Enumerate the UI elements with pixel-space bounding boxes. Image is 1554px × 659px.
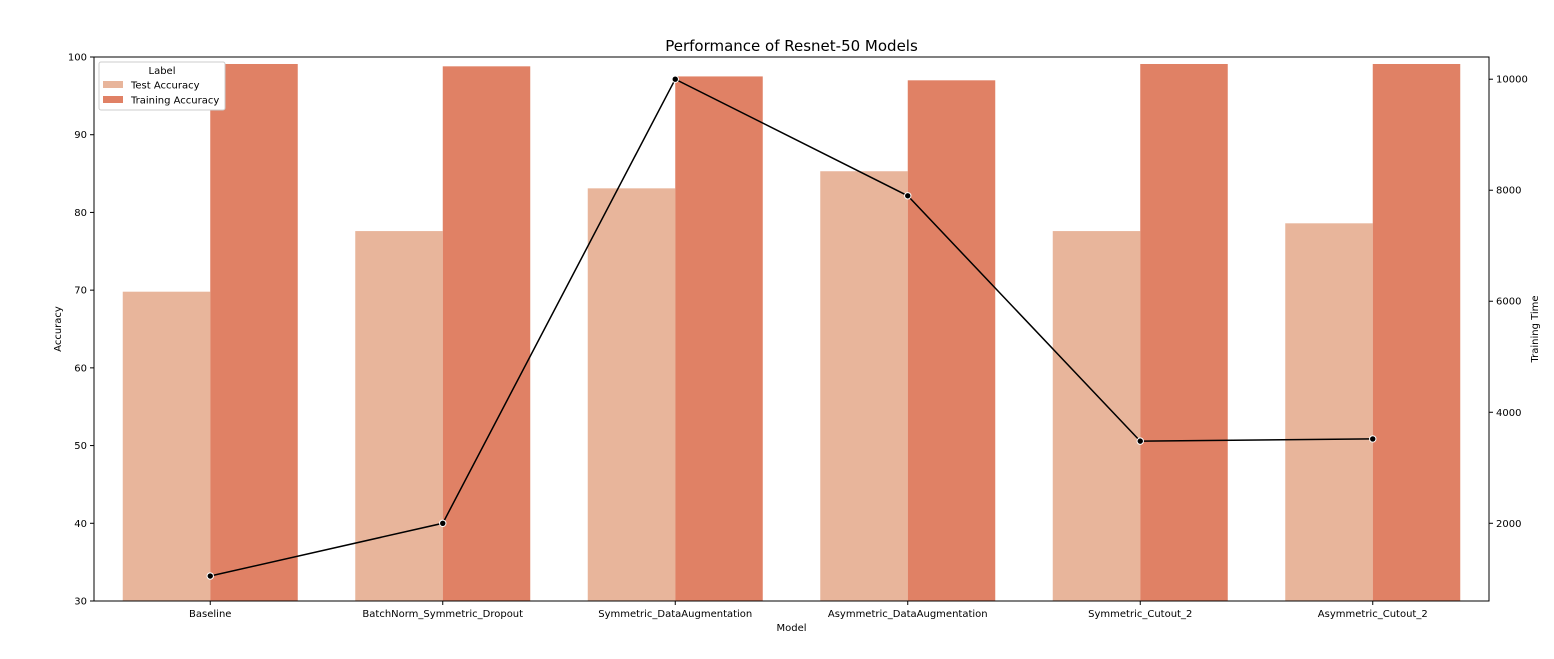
bar-test-accuracy-3	[820, 171, 908, 602]
bar-training-accuracy-4	[1140, 63, 1228, 602]
training-time-point-3	[904, 192, 912, 200]
y2-tick-label: 10000	[1496, 75, 1528, 86]
y-tick-label: 80	[74, 208, 87, 219]
y-tick-label: 70	[74, 286, 87, 297]
bar-training-accuracy-5	[1372, 63, 1461, 602]
legend-label-training-accuracy: Training Accuracy	[130, 96, 219, 107]
legend-title: Label	[149, 66, 176, 77]
training-time-point-4	[1136, 437, 1144, 445]
bar-test-accuracy-4	[1052, 231, 1141, 601]
x-tick-label: Symmetric_Cutout_2	[1088, 609, 1192, 620]
bar-training-accuracy-2	[675, 76, 763, 601]
training-time-line	[210, 78, 1373, 577]
bars-layer	[122, 63, 1461, 602]
legend-box	[98, 61, 226, 111]
left-y-axis: 30 40 50 60 70 80 90 100	[68, 53, 94, 608]
bar-training-accuracy-1	[442, 66, 531, 602]
bar-training-accuracy-0	[210, 63, 298, 602]
y2-tick-label: 8000	[1496, 186, 1521, 197]
training-time-point-0	[206, 572, 214, 580]
y-tick-label: 90	[74, 130, 87, 141]
x-axis: Baseline BatchNorm_Symmetric_Dropout Symme…	[189, 601, 1428, 620]
legend-swatch-test-accuracy	[103, 81, 123, 88]
training-time-point-5	[1369, 435, 1377, 443]
training-time-point-1	[439, 519, 447, 527]
y-tick-label: 50	[74, 441, 87, 452]
y2-tick-label: 6000	[1496, 297, 1521, 308]
legend-label-test-accuracy: Test Accuracy	[130, 81, 200, 92]
bar-test-accuracy-5	[1285, 223, 1373, 601]
training-time-point-2	[671, 75, 679, 83]
legend-swatch-training-accuracy	[103, 96, 123, 103]
training-time-line-layer	[206, 75, 1377, 580]
y2-tick-label: 2000	[1496, 519, 1521, 530]
y-tick-label: 100	[68, 53, 87, 64]
y-axis-label: Accuracy	[53, 306, 64, 352]
y-tick-label: 60	[74, 363, 87, 374]
legend: Label Test Accuracy Training Accuracy	[98, 61, 226, 111]
y2-tick-label: 4000	[1496, 408, 1521, 419]
legend-items: Test Accuracy Training Accuracy	[103, 81, 219, 107]
right-y-axis: 2000 4000 6000 8000 10000	[1489, 75, 1528, 530]
x-tick-label: Asymmetric_DataAugmentation	[828, 609, 988, 620]
bar-training-accuracy-3	[907, 80, 996, 602]
x-tick-label: Baseline	[189, 609, 231, 620]
x-axis-label: Model	[776, 623, 806, 634]
y-tick-label: 30	[74, 597, 87, 608]
y-tick-label: 40	[74, 519, 87, 530]
y2-axis-label: Training Time	[1530, 295, 1541, 363]
bar-test-accuracy-0	[122, 291, 211, 601]
bar-test-accuracy-2	[587, 188, 676, 601]
x-tick-label: Asymmetric_Cutout_2	[1318, 609, 1428, 620]
bar-test-accuracy-1	[355, 231, 443, 601]
plot-frame	[93, 56, 1490, 602]
x-tick-label: Symmetric_DataAugmentation	[598, 609, 752, 620]
chart-title: Performance of Resnet-50 Models	[665, 37, 918, 55]
x-tick-label: BatchNorm_Symmetric_Dropout	[362, 609, 523, 620]
